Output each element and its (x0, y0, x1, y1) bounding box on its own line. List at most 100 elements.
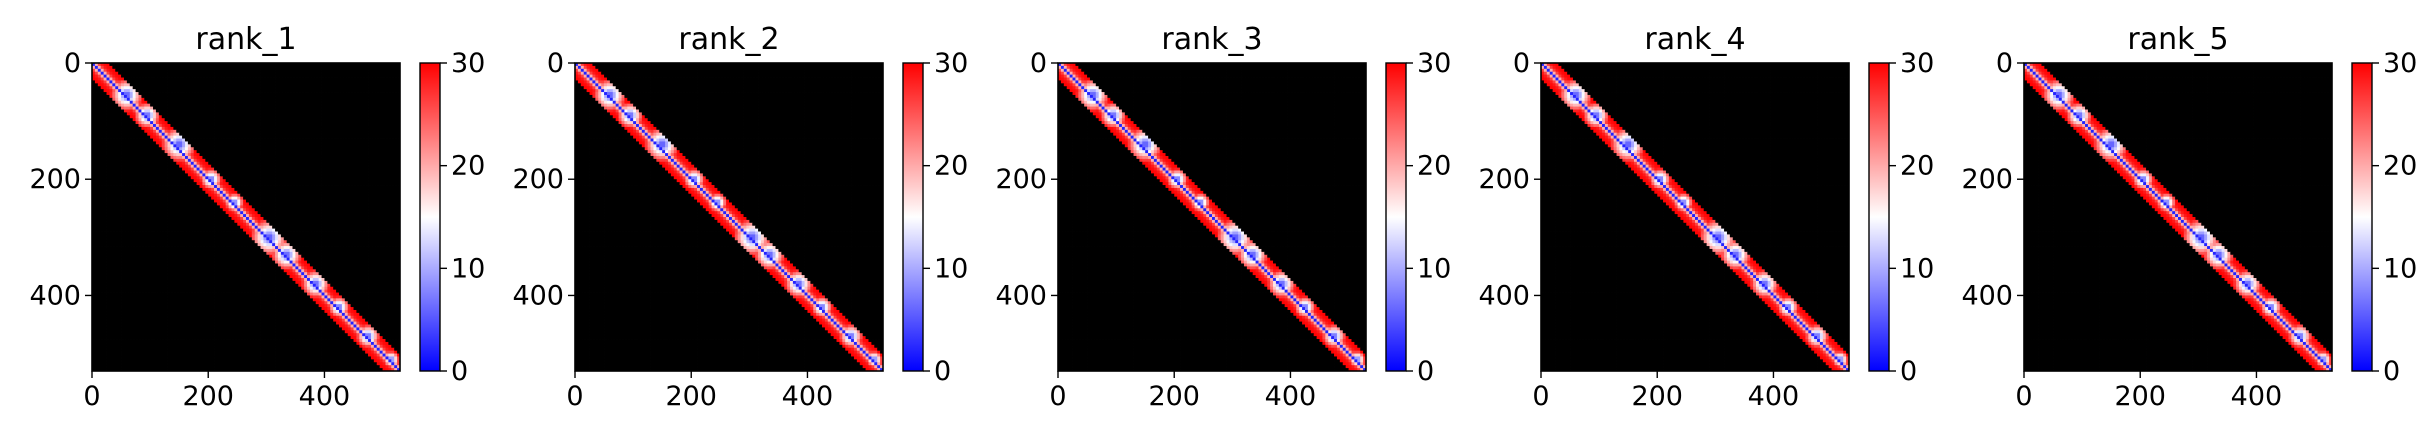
heatmap-cell (170, 78, 173, 81)
heatmap-cell (290, 69, 293, 72)
heatmap-cell (354, 78, 357, 81)
heatmap-cell (284, 104, 287, 107)
heatmap-cell (284, 66, 287, 69)
heatmap-cell (162, 98, 165, 101)
heatmap-cell (173, 95, 176, 98)
heatmap-cell (141, 78, 144, 81)
heatmap-cell (243, 98, 246, 101)
heatmap-cell (287, 101, 290, 104)
heatmap-cell (188, 98, 191, 101)
heatmap-cell (136, 98, 139, 101)
heatmap-cell (258, 78, 261, 81)
heatmap-cell (176, 83, 179, 86)
heatmap-cell (269, 72, 272, 75)
heatmap-cell (200, 69, 203, 72)
heatmap-cell (298, 83, 301, 86)
heatmap-cell (194, 89, 197, 92)
heatmap-cell (133, 104, 136, 107)
heatmap-cell (191, 104, 194, 107)
heatmap-cell (322, 101, 325, 104)
heatmap-cell (112, 89, 115, 92)
heatmap-cell (95, 107, 98, 110)
heatmap-cell (263, 92, 266, 95)
heatmap-cell (301, 83, 304, 86)
heatmap-cell (368, 95, 371, 98)
heatmap-cell (261, 115, 264, 118)
heatmap-cell (327, 109, 330, 112)
heatmap-cell (104, 101, 107, 104)
heatmap-cell (112, 92, 115, 95)
heatmap-cell (388, 101, 391, 104)
heatmap-cell (217, 112, 220, 115)
heatmap-cell (214, 101, 217, 104)
heatmap-cell (356, 78, 359, 81)
heatmap-cell (130, 101, 133, 104)
heatmap-cell (121, 107, 124, 110)
heatmap-cell (322, 78, 325, 81)
heatmap-cell (290, 86, 293, 89)
heatmap-cell (170, 83, 173, 86)
heatmap-cell (330, 80, 333, 83)
heatmap-cell (362, 80, 365, 83)
heatmap-cell (336, 104, 339, 107)
heatmap-cell (269, 92, 272, 95)
heatmap-cell (269, 66, 272, 69)
heatmap-cell (351, 101, 354, 104)
heatmap-cell (165, 78, 168, 81)
heatmap-cell (307, 104, 310, 107)
heatmap-cell (301, 109, 304, 112)
heatmap-cell (354, 80, 357, 83)
heatmap-cell (324, 112, 327, 115)
heatmap-cell (310, 80, 313, 83)
heatmap-cell (371, 115, 374, 118)
heatmap-cell (237, 101, 240, 104)
heatmap-cell (272, 66, 275, 69)
heatmap-cell (223, 80, 226, 83)
heatmap-cell (208, 72, 211, 75)
heatmap-cell (112, 72, 115, 75)
heatmap-cell (313, 83, 316, 86)
heatmap-cell (115, 109, 118, 112)
heatmap-cell (275, 80, 278, 83)
heatmap-cell (173, 98, 176, 101)
heatmap-cell (316, 80, 319, 83)
heatmap-cell (170, 89, 173, 92)
heatmap-cell (208, 69, 211, 72)
heatmap-cell (240, 72, 243, 75)
heatmap-cell (394, 112, 397, 115)
heatmap-cell (101, 95, 104, 98)
heatmap-cell (98, 72, 101, 75)
heatmap-cell (136, 80, 139, 83)
heatmap-cell (287, 72, 290, 75)
heatmap-cell (377, 109, 380, 112)
heatmap-cell (319, 69, 322, 72)
heatmap-cell (205, 75, 208, 78)
heatmap-cell (231, 104, 234, 107)
heatmap-cell (301, 115, 304, 118)
heatmap-cell (133, 112, 136, 115)
heatmap-cell (368, 109, 371, 112)
heatmap-cell (342, 86, 345, 89)
heatmap-cell (263, 72, 266, 75)
heatmap-cell (156, 86, 159, 89)
heatmap-cell (263, 86, 266, 89)
heatmap-cell (374, 78, 377, 81)
heatmap-cell (205, 72, 208, 75)
heatmap-cell (138, 115, 141, 118)
heatmap-cell (266, 109, 269, 112)
heatmap-cell (182, 115, 185, 118)
heatmap-cell (133, 80, 136, 83)
heatmap-cell (188, 92, 191, 95)
heatmap-cell (269, 69, 272, 72)
heatmap-cell (377, 78, 380, 81)
heatmap-cell (98, 104, 101, 107)
heatmap-cell (255, 98, 258, 101)
heatmap-cell (124, 66, 127, 69)
heatmap-cell (249, 98, 252, 101)
heatmap-cell (150, 89, 153, 92)
heatmap-cell (313, 92, 316, 95)
heatmap-cell (281, 112, 284, 115)
heatmap-cell (327, 80, 330, 83)
heatmap-cell (310, 72, 313, 75)
heatmap-cell (385, 115, 388, 118)
